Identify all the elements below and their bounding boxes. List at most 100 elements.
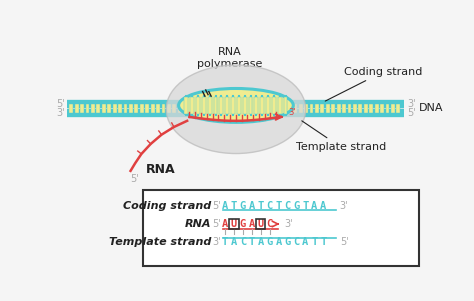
- Bar: [86, 104, 90, 113]
- Text: DNA: DNA: [419, 103, 443, 113]
- Text: 3': 3': [340, 200, 348, 210]
- Bar: [135, 104, 138, 113]
- Text: C: C: [266, 219, 273, 229]
- Bar: [260, 97, 264, 114]
- Bar: [391, 104, 395, 113]
- Bar: [140, 104, 144, 113]
- Text: 5': 5': [56, 99, 64, 109]
- Text: G: G: [240, 200, 246, 210]
- Ellipse shape: [166, 65, 306, 154]
- Text: A: A: [320, 200, 326, 210]
- Bar: [342, 104, 346, 113]
- Bar: [237, 97, 241, 114]
- Text: Template strand: Template strand: [296, 121, 386, 152]
- Bar: [162, 104, 165, 113]
- Text: A: A: [249, 219, 255, 229]
- Bar: [178, 104, 182, 113]
- Bar: [272, 97, 276, 114]
- Text: A: A: [258, 237, 264, 247]
- Bar: [310, 104, 313, 113]
- Text: A: A: [222, 219, 228, 229]
- Text: T: T: [249, 237, 255, 247]
- Text: G: G: [284, 237, 291, 247]
- Bar: [385, 104, 390, 113]
- Text: A: A: [222, 200, 228, 210]
- Text: U: U: [231, 219, 237, 229]
- Text: 3': 3': [407, 99, 416, 109]
- Bar: [129, 104, 133, 113]
- Text: U: U: [258, 219, 264, 229]
- Bar: [113, 104, 117, 113]
- Text: T: T: [222, 237, 228, 247]
- Bar: [299, 104, 302, 113]
- Text: C: C: [293, 237, 300, 247]
- Text: 5': 5': [130, 174, 138, 185]
- Text: T: T: [231, 200, 237, 210]
- Ellipse shape: [179, 88, 293, 123]
- Bar: [196, 97, 200, 114]
- Text: Template strand: Template strand: [109, 237, 211, 247]
- Bar: [320, 104, 324, 113]
- Bar: [243, 97, 246, 114]
- Text: G: G: [293, 200, 300, 210]
- Bar: [124, 104, 128, 113]
- Text: A: A: [302, 237, 309, 247]
- Text: 3': 3': [212, 237, 220, 247]
- Bar: [337, 104, 341, 113]
- Bar: [96, 104, 100, 113]
- Text: T: T: [258, 200, 264, 210]
- Bar: [364, 104, 368, 113]
- Bar: [167, 104, 171, 113]
- Text: T: T: [275, 200, 282, 210]
- Bar: [374, 104, 379, 113]
- Bar: [353, 104, 357, 113]
- Text: RNA: RNA: [146, 163, 176, 176]
- Text: RNA
polymerase: RNA polymerase: [197, 47, 263, 69]
- Bar: [190, 97, 194, 114]
- Bar: [118, 104, 122, 113]
- Text: 5': 5': [212, 219, 220, 229]
- Text: 5': 5': [212, 200, 220, 210]
- Text: T: T: [302, 200, 309, 210]
- Text: A: A: [311, 200, 318, 210]
- Bar: [255, 97, 258, 114]
- Text: 5': 5': [340, 237, 348, 247]
- Bar: [331, 104, 335, 113]
- Bar: [151, 104, 155, 113]
- Bar: [288, 104, 292, 113]
- Text: Coding strand: Coding strand: [325, 67, 423, 101]
- Bar: [75, 104, 79, 113]
- Bar: [315, 104, 319, 113]
- Bar: [369, 104, 373, 113]
- Text: G: G: [266, 237, 273, 247]
- Bar: [358, 104, 362, 113]
- Bar: [326, 104, 330, 113]
- Bar: [380, 104, 384, 113]
- Bar: [266, 97, 270, 114]
- Text: T: T: [311, 237, 318, 247]
- Bar: [248, 97, 253, 114]
- Text: 5': 5': [407, 108, 416, 118]
- Bar: [69, 104, 73, 113]
- Bar: [396, 104, 400, 113]
- Text: A: A: [231, 237, 237, 247]
- Bar: [208, 97, 211, 114]
- Text: A: A: [249, 200, 255, 210]
- Bar: [347, 104, 351, 113]
- Text: A: A: [275, 237, 282, 247]
- Text: G: G: [240, 219, 246, 229]
- Bar: [304, 104, 308, 113]
- Text: RNA: RNA: [185, 219, 211, 229]
- Bar: [219, 97, 223, 114]
- Text: 3': 3': [288, 108, 295, 117]
- Bar: [293, 104, 297, 113]
- Bar: [283, 97, 288, 114]
- Text: T: T: [320, 237, 326, 247]
- Bar: [225, 97, 229, 114]
- Text: C: C: [240, 237, 246, 247]
- Text: C: C: [266, 200, 273, 210]
- Bar: [231, 97, 235, 114]
- Bar: [184, 97, 188, 114]
- Text: 3': 3': [284, 219, 292, 229]
- FancyBboxPatch shape: [143, 190, 419, 265]
